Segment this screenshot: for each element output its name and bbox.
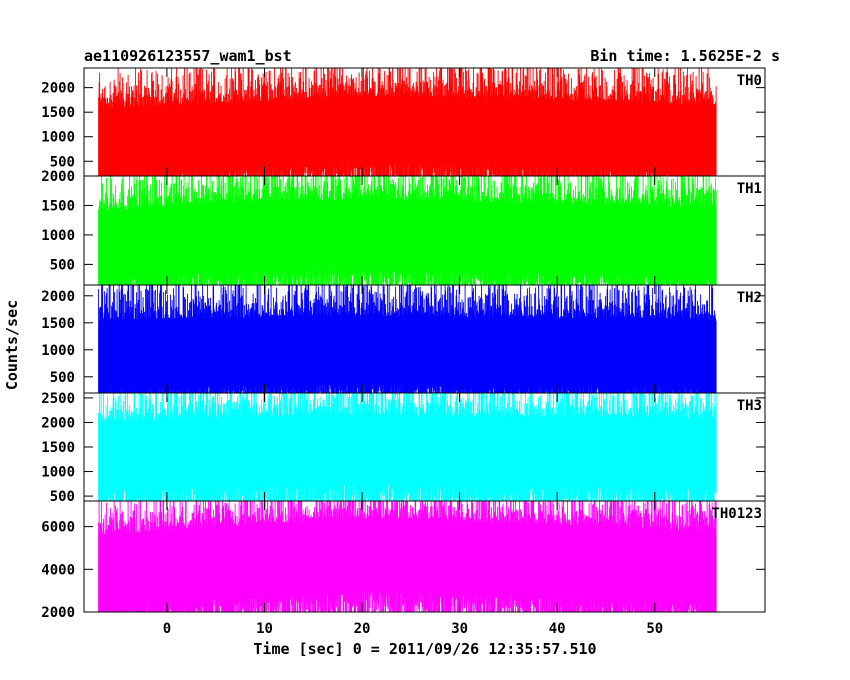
y-tick-label: 2000	[41, 605, 75, 621]
panel-th1: 500 1000 1500 2000 TH1	[41, 169, 766, 286]
y-tick-label: 2000	[41, 415, 75, 431]
x-tick-label: 40	[549, 621, 566, 637]
y-tick-label: 500	[50, 257, 75, 273]
x-tick-label: 10	[256, 621, 273, 637]
panel-label: TH2	[737, 290, 762, 306]
y-tick-label: 1000	[41, 343, 75, 359]
y-tick-label: 500	[50, 154, 75, 170]
panel-th2: 500 1000 1500 2000 TH2	[41, 284, 766, 394]
y-tick-label: 1000	[41, 228, 75, 244]
panel-label: TH0	[737, 73, 762, 89]
y-tick-label: 1500	[41, 105, 75, 121]
y-tick-label: 500	[50, 489, 75, 505]
y-tick-label: 2000	[41, 169, 75, 185]
series-th0123	[98, 501, 717, 612]
chart-title-right: Bin time: 1.5625E-2 s	[590, 47, 780, 65]
series-th0	[98, 68, 717, 176]
panel-th0123: 2000 4000 6000 TH0123	[41, 500, 766, 621]
y-tick-label: 1000	[41, 465, 75, 481]
y-tick-label: 500	[50, 370, 75, 386]
x-tick-label: 50	[646, 621, 663, 637]
y-tick-label: 6000	[41, 520, 75, 536]
panel-label: TH1	[737, 181, 762, 197]
panel-label: TH3	[737, 398, 762, 414]
series-th1	[98, 176, 717, 285]
panel-th3: 500 1000 1500 2000 2500 TH3	[41, 391, 766, 505]
x-axis-label: Time [sec] 0 = 2011/09/26 12:35:57.510	[253, 640, 596, 658]
x-axis: 0 10 20 30 40 50	[163, 621, 663, 637]
panel-frame	[83, 500, 766, 613]
y-tick-label: 2000	[41, 81, 75, 97]
x-tick-label: 20	[354, 621, 371, 637]
y-tick-label: 2000	[41, 289, 75, 305]
chart-title-left: ae110926123557_wam1_bst	[84, 47, 292, 65]
y-axis-label: Counts/sec	[3, 300, 21, 390]
panel-label: TH0123	[711, 506, 762, 522]
y-tick-label: 1000	[41, 130, 75, 146]
x-tick-label: 30	[451, 621, 468, 637]
y-tick-label: 1500	[41, 440, 75, 456]
panel-th0: 500 1000 1500 2000 TH0	[41, 67, 766, 177]
y-tick-label: 1500	[41, 198, 75, 214]
series-th3	[98, 393, 717, 501]
x-tick-label: 0	[163, 621, 171, 637]
y-tick-label: 4000	[41, 562, 75, 578]
panels-group: 500 1000 1500 2000 TH0 500 1000 1500 2000 TH1 500 1…	[41, 67, 766, 621]
y-tick-label: 1500	[41, 316, 75, 332]
y-tick-label: 2500	[41, 391, 75, 407]
series-th2	[98, 285, 717, 393]
